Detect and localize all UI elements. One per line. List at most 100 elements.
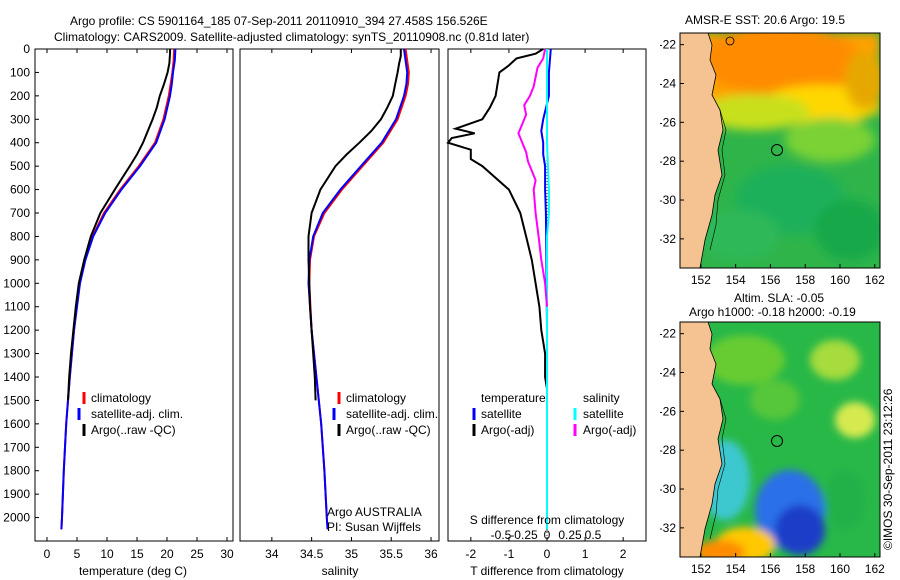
depth-tick-label: 1100 bbox=[4, 300, 30, 314]
map-lon-label: 160 bbox=[830, 273, 850, 287]
temp-legend-satellite: satellite-adj. clim. bbox=[91, 407, 183, 421]
depth-tick-label: 0 bbox=[23, 42, 30, 56]
series-argo-raw-qc- bbox=[307, 49, 402, 401]
depth-tick-label: 1800 bbox=[3, 464, 30, 478]
map-lat-label: -22 bbox=[660, 38, 676, 52]
depth-tick-label: 900 bbox=[10, 253, 30, 267]
map-lat-label: -28 bbox=[660, 443, 676, 457]
depth-tick-label: 1700 bbox=[3, 440, 30, 454]
map-lon-label: 152 bbox=[691, 562, 711, 576]
map-lat-label: -26 bbox=[660, 404, 676, 418]
depth-tick-label: 2000 bbox=[3, 511, 30, 525]
sal-xlabel: salinity bbox=[322, 564, 359, 578]
depth-tick-label: 1300 bbox=[3, 347, 30, 361]
map-bottom-title-1: Altim. SLA: -0.05 bbox=[734, 291, 824, 305]
depth-tick-label: 300 bbox=[10, 112, 30, 126]
map-lat-label: -32 bbox=[660, 232, 676, 246]
land-australia-top bbox=[680, 33, 724, 268]
depth-tick-label: 700 bbox=[10, 206, 30, 220]
map-lat-label: -26 bbox=[660, 115, 676, 129]
s-tick-label: -0.5 bbox=[491, 528, 512, 542]
depth-tick-label: 100 bbox=[10, 65, 30, 79]
depth-tick-label: 1000 bbox=[3, 276, 30, 290]
temp-xtick-label: 5 bbox=[74, 547, 81, 561]
diff-legend-sal-title: salinity bbox=[583, 391, 620, 405]
depth-tick-label: 1200 bbox=[3, 323, 30, 337]
map-lat-label: -24 bbox=[660, 76, 676, 90]
sal-xtick-label: 35.5 bbox=[380, 547, 404, 561]
map-lat-label: -24 bbox=[660, 365, 676, 379]
diff-xtick-label: 1 bbox=[582, 547, 589, 561]
series-satellite-adj-clim- bbox=[307, 48, 409, 530]
diff-xtick-label: 2 bbox=[620, 547, 627, 561]
depth-tick-label: 200 bbox=[10, 89, 30, 103]
sal-legend: climatology satellite-adj. clim. Argo(..… bbox=[332, 391, 438, 437]
s-tick-label: -0.25 bbox=[510, 528, 538, 542]
depth-tick-label: 1400 bbox=[3, 370, 30, 384]
temp-legend-climatology: climatology bbox=[91, 391, 151, 405]
temp-xtick-label: 25 bbox=[190, 547, 204, 561]
map-lat-label: -30 bbox=[660, 482, 676, 496]
temp-xtick-label: 20 bbox=[160, 547, 174, 561]
land-australia-bottom bbox=[680, 322, 724, 557]
temperature-panel: 0100200300400500600700800900100011001200… bbox=[3, 42, 234, 578]
depth-tick-label: 1600 bbox=[3, 417, 30, 431]
temp-xlabel: temperature (deg C) bbox=[79, 564, 187, 578]
map-lon-label: 162 bbox=[865, 273, 885, 287]
diff-legend-temp-argo: Argo(-adj) bbox=[481, 423, 534, 437]
diff-legend-sal-argo: Argo(-adj) bbox=[583, 423, 636, 437]
diff-legend-sal-satellite: satellite bbox=[583, 407, 624, 421]
series-temperature-argo-adj- bbox=[446, 48, 548, 389]
temp-xtick-label: 15 bbox=[130, 547, 144, 561]
sal-legend-argo: Argo(..raw -QC) bbox=[346, 423, 431, 437]
map-lon-label: 156 bbox=[760, 273, 780, 287]
imos-watermark: ©IMOS 30-Sep-2011 23:12:26 bbox=[881, 388, 895, 550]
profile-panels: 0100200300400500600700800900100011001200… bbox=[3, 42, 647, 578]
map-lat-label: -30 bbox=[660, 193, 676, 207]
salinity-panel: 34 34.5 35 35.5 36 climatology satellite-adj… bbox=[239, 48, 440, 578]
map-panels: AMSR-E SST: 20.6 Argo: 19.5 152 154 156 158… bbox=[660, 13, 895, 576]
depth-tick-label: 1900 bbox=[3, 487, 30, 501]
title-line-1: Argo profile: CS 5901164_185 07-Sep-2011… bbox=[70, 14, 488, 28]
map-bottom-title-2: Argo h1000: -0.18 h2000: -0.19 bbox=[689, 305, 856, 319]
depth-tick-label: 800 bbox=[10, 229, 30, 243]
map-top-title: AMSR-E SST: 20.6 Argo: 19.5 bbox=[685, 13, 845, 27]
map-lat-label: -22 bbox=[660, 327, 676, 341]
series-salinity-satellite bbox=[546, 49, 550, 530]
map-lon-label: 154 bbox=[726, 562, 746, 576]
argo-position-top bbox=[771, 144, 783, 156]
depth-tick-label: 1500 bbox=[3, 393, 30, 407]
sla-map bbox=[680, 322, 880, 557]
sal-xtick-label: 36 bbox=[424, 547, 438, 561]
sal-xtick-label: 34.5 bbox=[300, 547, 324, 561]
temp-xtick-label: 0 bbox=[44, 547, 51, 561]
map-lat-label: -28 bbox=[660, 154, 676, 168]
map-lon-label: 158 bbox=[795, 273, 815, 287]
diff-legend-temp-title: temperature bbox=[481, 391, 546, 405]
map-lon-label: 162 bbox=[865, 562, 885, 576]
temp-xtick-label: 30 bbox=[220, 547, 234, 561]
series-satellite-adj-clim- bbox=[60, 48, 177, 530]
series-salinity-argo-adj- bbox=[517, 48, 548, 307]
diff-xtick-label: -2 bbox=[466, 547, 477, 561]
diff-xlabel: T difference from climatology bbox=[470, 564, 624, 578]
map-lon-label: 158 bbox=[795, 562, 815, 576]
s-tick-label: 0.25 bbox=[558, 528, 582, 542]
temp-legend-argo: Argo(..raw -QC) bbox=[91, 423, 176, 437]
depth-tick-label: 400 bbox=[10, 136, 30, 150]
map-lon-label: 160 bbox=[830, 562, 850, 576]
diff-xtick-label: -1 bbox=[504, 547, 515, 561]
diff-legend-temp-satellite: satellite bbox=[481, 407, 522, 421]
series-argo-raw-qc- bbox=[67, 49, 171, 401]
sal-note-line1: Argo AUSTRALIA bbox=[327, 505, 422, 519]
sal-xtick-label: 34 bbox=[265, 547, 279, 561]
diff-xtick-label: 0 bbox=[544, 547, 551, 561]
s-tick-label: 0.5 bbox=[585, 528, 602, 542]
s-tick-label: 0 bbox=[544, 528, 551, 542]
sal-note-line2: PI: Susan Wijffels bbox=[327, 520, 421, 534]
diff-legend: temperature salinity satellite Argo(-adj… bbox=[472, 391, 636, 437]
diff-top-label: S difference from climatology bbox=[470, 513, 625, 527]
sal-legend-satellite: satellite-adj. clim. bbox=[346, 407, 438, 421]
sal-legend-climatology: climatology bbox=[346, 391, 406, 405]
map-lat-label: -32 bbox=[660, 521, 676, 535]
